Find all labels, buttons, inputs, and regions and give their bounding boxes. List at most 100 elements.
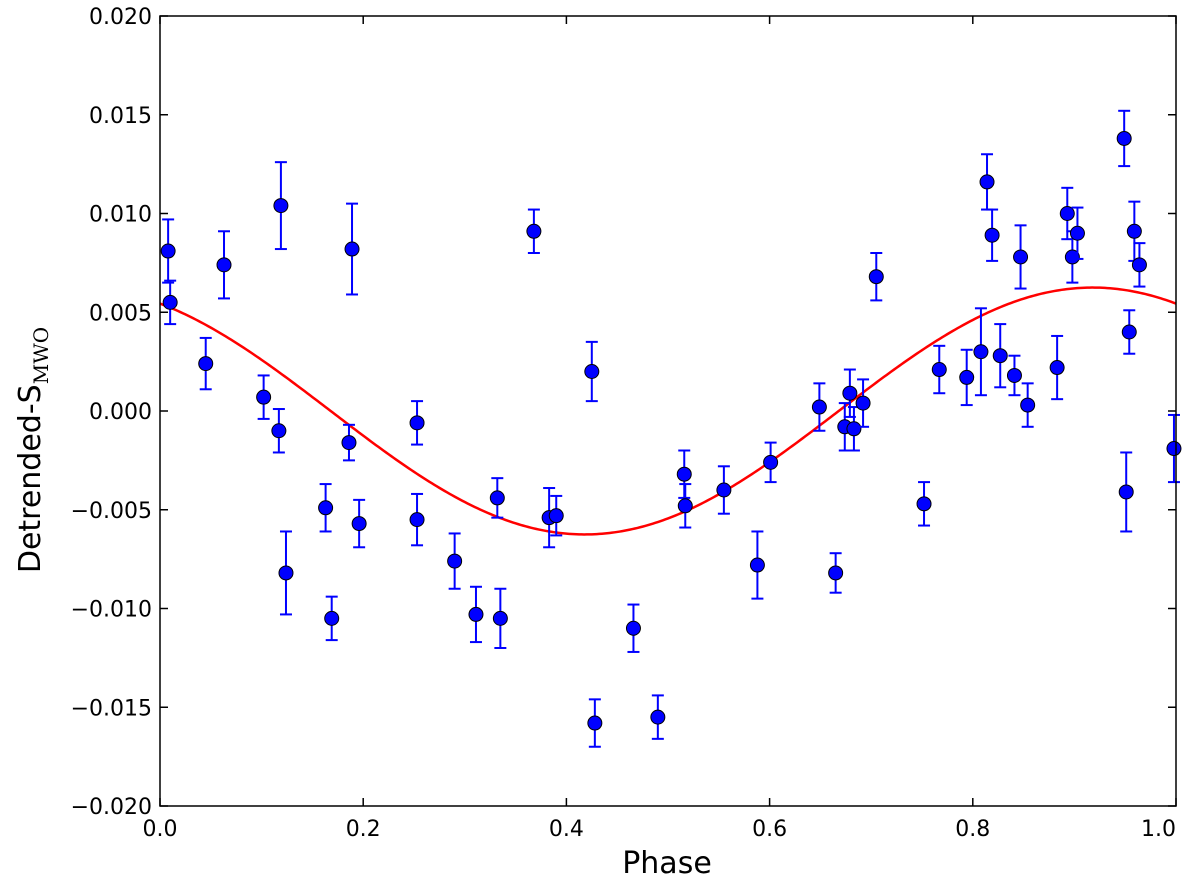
data-point-marker — [625, 620, 641, 636]
y-tick-label: −0.010 — [71, 598, 152, 623]
data-point-marker — [1006, 367, 1022, 383]
data-point — [763, 441, 779, 484]
x-tick-label: 1.0 — [1141, 817, 1176, 842]
data-point — [650, 694, 666, 740]
data-point — [749, 530, 765, 600]
data-point-marker — [278, 565, 294, 581]
x-tick-label: 0.6 — [752, 817, 787, 842]
x-tick-label: 0.2 — [346, 817, 381, 842]
data-point — [1118, 451, 1134, 533]
data-point-marker — [489, 490, 505, 506]
data-point — [811, 382, 827, 432]
y-tick-label: 0.010 — [89, 203, 152, 228]
data-point — [344, 202, 360, 296]
y-axis-label: Detrended-SMWO — [13, 327, 53, 573]
data-point-marker — [959, 369, 975, 385]
data-point-marker — [842, 385, 858, 401]
data-point-marker — [931, 362, 947, 378]
data-point — [278, 530, 294, 616]
data-point-marker — [273, 198, 289, 214]
data-point — [973, 307, 989, 397]
data-point-marker — [846, 421, 862, 437]
data-point — [216, 230, 232, 300]
data-point — [1116, 109, 1132, 168]
data-point — [273, 161, 289, 251]
data-point — [1131, 242, 1147, 288]
data-point-marker — [351, 516, 367, 532]
y-axis-label-subscript: MWO — [29, 327, 53, 384]
x-axis-label: Phase — [622, 846, 712, 880]
data-point — [931, 344, 947, 395]
data-point-marker — [650, 709, 666, 725]
data-point — [548, 494, 564, 537]
data-point-marker — [868, 269, 884, 285]
data-point-marker — [162, 294, 178, 310]
points-layer — [160, 109, 1182, 748]
data-point-marker — [1064, 249, 1080, 265]
data-point-marker — [992, 348, 1008, 364]
y-tick-label: −0.015 — [71, 696, 152, 721]
data-point-marker — [584, 364, 600, 379]
data-point — [341, 423, 357, 462]
data-point-marker — [1131, 257, 1147, 273]
data-point — [984, 208, 1000, 262]
data-point-marker — [271, 423, 287, 439]
y-tick-label: 0.005 — [89, 301, 152, 326]
data-point-marker — [344, 241, 360, 257]
y-axis-label-group: Detrended-SMWO — [13, 327, 53, 573]
data-point-marker — [1121, 324, 1137, 340]
data-point-marker — [468, 606, 484, 622]
data-point-marker — [1020, 397, 1036, 413]
data-point-marker — [763, 454, 779, 470]
x-tick-label: 0.8 — [955, 817, 990, 842]
x-tick-label: 0.4 — [549, 817, 584, 842]
data-point — [271, 408, 287, 454]
data-point — [1166, 413, 1182, 484]
data-point — [828, 552, 844, 594]
data-point — [846, 406, 862, 452]
data-point-marker — [1069, 225, 1085, 241]
data-point-marker — [409, 512, 425, 528]
data-point — [526, 208, 542, 254]
data-point-marker — [984, 227, 1000, 243]
data-point — [677, 483, 693, 529]
data-point-marker — [1166, 441, 1182, 457]
data-point — [1069, 206, 1085, 260]
data-point — [1013, 224, 1029, 290]
data-point — [625, 603, 641, 653]
data-point — [324, 595, 340, 642]
data-point — [916, 481, 932, 527]
data-point — [409, 400, 425, 446]
data-point-marker — [1049, 360, 1065, 376]
data-point — [868, 252, 884, 302]
data-point-marker — [492, 610, 508, 626]
data-point-marker — [1118, 484, 1134, 500]
y-tick-label: 0.000 — [89, 400, 152, 425]
data-point-marker — [828, 565, 844, 581]
data-point — [716, 465, 732, 515]
data-point-marker — [1013, 249, 1029, 265]
data-point — [256, 374, 272, 420]
data-point-marker — [198, 356, 214, 372]
data-point — [492, 587, 508, 649]
data-point-marker — [216, 257, 232, 273]
data-point-marker — [677, 498, 693, 514]
data-point-marker — [409, 415, 425, 431]
data-point — [162, 279, 178, 326]
data-point-marker — [160, 243, 176, 259]
data-point — [160, 218, 176, 284]
data-point-marker — [526, 223, 542, 239]
y-axis-label-main: Detrended-S — [13, 384, 48, 573]
data-point-marker — [318, 500, 334, 516]
data-point-marker — [716, 482, 732, 498]
data-point — [409, 492, 425, 547]
data-point-marker — [548, 508, 564, 524]
y-tick-label: −0.020 — [71, 795, 152, 820]
data-point — [468, 585, 484, 644]
data-point — [959, 348, 975, 407]
data-point — [855, 378, 871, 428]
data-point-marker — [855, 395, 871, 411]
data-point — [318, 483, 334, 533]
